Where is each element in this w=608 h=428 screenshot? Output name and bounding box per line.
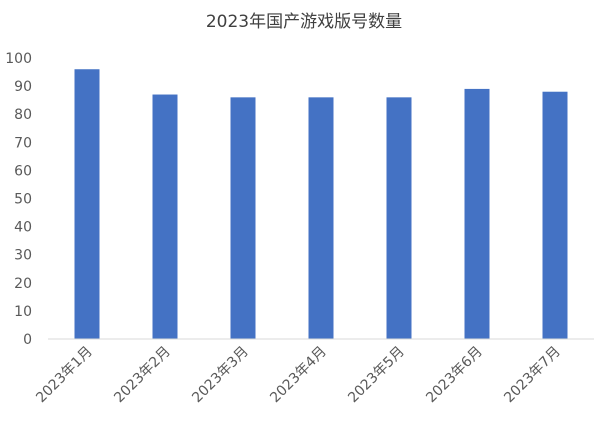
x-tick-label: 2023年4月 [267, 344, 330, 407]
bar [230, 97, 256, 339]
y-tick-label: 60 [14, 163, 32, 179]
bar [152, 94, 178, 339]
x-tick-label: 2023年5月 [345, 344, 408, 407]
chart-title: 2023年国产游戏版号数量 [206, 12, 402, 32]
bar [542, 91, 568, 339]
y-tick-label: 70 [14, 135, 32, 151]
bar [308, 97, 334, 339]
bars-group [74, 69, 568, 340]
y-tick-label: 40 [14, 220, 32, 236]
x-tick-label: 2023年3月 [189, 344, 252, 407]
bar [74, 69, 100, 340]
bar [464, 88, 490, 339]
y-tick-label: 100 [5, 51, 32, 67]
x-tick-label: 2023年7月 [501, 344, 564, 407]
y-tick-label: 30 [14, 248, 32, 264]
x-tick-label: 2023年1月 [33, 344, 96, 407]
x-tick-label: 2023年2月 [111, 344, 174, 407]
y-axis-ticks: 0 10 20 30 40 50 60 70 80 90 100 [5, 51, 32, 348]
y-tick-label: 0 [23, 332, 32, 348]
y-tick-label: 50 [14, 192, 32, 208]
y-tick-label: 10 [14, 304, 32, 320]
y-tick-label: 90 [14, 79, 32, 95]
bar [386, 97, 412, 339]
y-tick-label: 20 [14, 276, 32, 292]
x-axis-labels: 2023年1月 2023年2月 2023年3月 2023年4月 2023年5月 2023年… [33, 344, 564, 407]
x-tick-label: 2023年6月 [423, 344, 486, 407]
y-tick-label: 80 [14, 107, 32, 123]
